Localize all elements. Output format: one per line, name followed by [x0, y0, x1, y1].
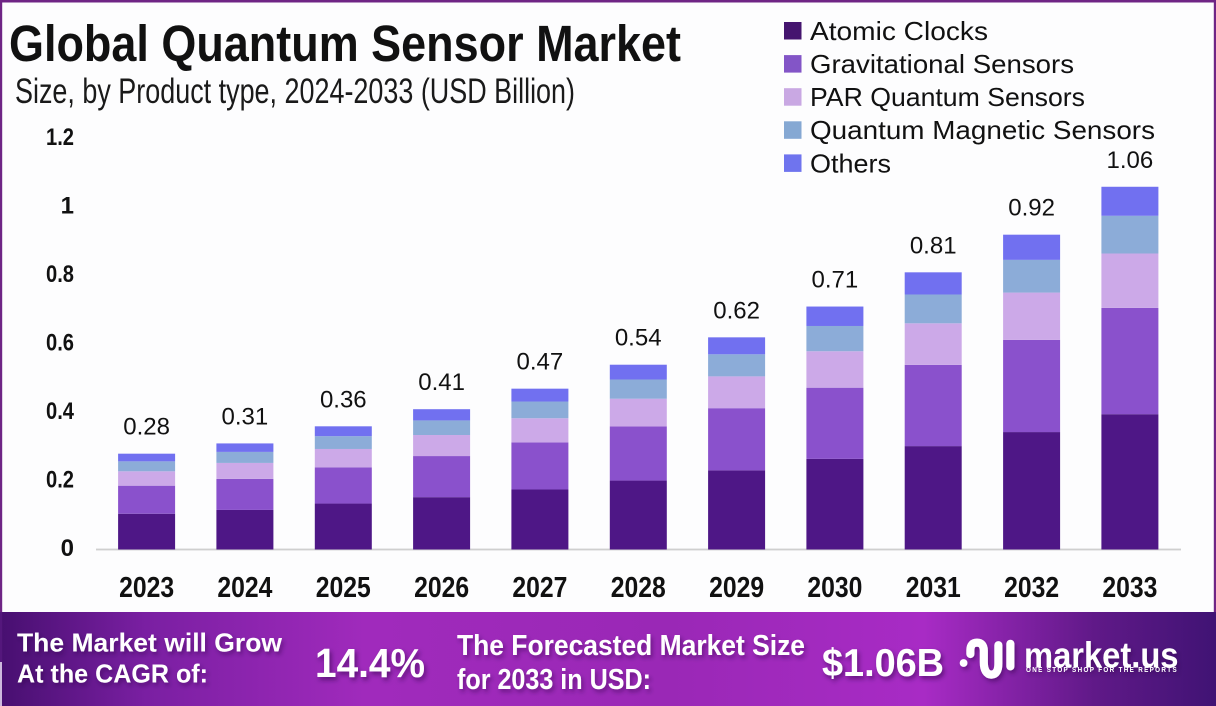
svg-text:0: 0: [61, 535, 74, 562]
svg-text:2027: 2027: [512, 572, 567, 604]
svg-text:2028: 2028: [611, 572, 666, 604]
svg-text:for 2033 in USD:: for 2033 in USD:: [457, 664, 651, 696]
svg-text:PAR Quantum Sensors: PAR Quantum Sensors: [810, 82, 1085, 112]
svg-text:Gravitational Sensors: Gravitational Sensors: [810, 49, 1074, 79]
svg-text:0.6: 0.6: [46, 330, 74, 357]
svg-text:1: 1: [61, 193, 74, 220]
svg-text:2026: 2026: [414, 572, 469, 604]
svg-text:$1.06B: $1.06B: [822, 642, 944, 685]
svg-text:1.06: 1.06: [1107, 147, 1154, 174]
svg-text:0.31: 0.31: [222, 403, 269, 430]
svg-text:The Market will Grow: The Market will Grow: [17, 628, 283, 658]
svg-text:0.41: 0.41: [418, 369, 465, 396]
svg-text:Global Quantum Sensor Market: Global Quantum Sensor Market: [9, 15, 681, 72]
svg-text:Others: Others: [810, 148, 891, 178]
svg-text:2031: 2031: [906, 572, 961, 604]
svg-text:0.28: 0.28: [123, 414, 170, 441]
svg-text:At the CAGR of:: At the CAGR of:: [17, 659, 208, 689]
svg-text:0.47: 0.47: [517, 349, 564, 376]
svg-text:14.4%: 14.4%: [315, 640, 425, 686]
svg-text:0.8: 0.8: [46, 261, 74, 288]
svg-text:0.2: 0.2: [46, 466, 74, 493]
svg-text:0.4: 0.4: [46, 398, 75, 425]
svg-text:0.54: 0.54: [615, 325, 662, 352]
svg-text:1.2: 1.2: [46, 124, 74, 151]
svg-text:The Forecasted Market Size: The Forecasted Market Size: [457, 630, 805, 662]
svg-text:0.92: 0.92: [1008, 195, 1055, 222]
svg-text:0.71: 0.71: [812, 267, 859, 294]
svg-text:ONE STOP SHOP FOR THE REPORTS: ONE STOP SHOP FOR THE REPORTS: [1026, 667, 1178, 674]
svg-text:Quantum Magnetic Sensors: Quantum Magnetic Sensors: [810, 115, 1155, 145]
svg-text:2024: 2024: [217, 572, 272, 604]
svg-text:Atomic Clocks: Atomic Clocks: [810, 16, 988, 46]
svg-text:Size, by Product type, 2024-20: Size, by Product type, 2024-2033 (USD Bi…: [15, 72, 575, 111]
svg-text:2033: 2033: [1102, 572, 1157, 604]
svg-text:0.62: 0.62: [713, 297, 760, 324]
svg-text:2023: 2023: [119, 572, 174, 604]
svg-text:0.36: 0.36: [320, 386, 367, 413]
svg-text:2030: 2030: [807, 572, 862, 604]
svg-text:0.81: 0.81: [910, 232, 957, 259]
svg-text:market.us: market.us: [1024, 634, 1179, 675]
svg-text:2029: 2029: [709, 572, 764, 604]
svg-text:2032: 2032: [1004, 572, 1059, 604]
svg-text:2025: 2025: [316, 572, 371, 604]
